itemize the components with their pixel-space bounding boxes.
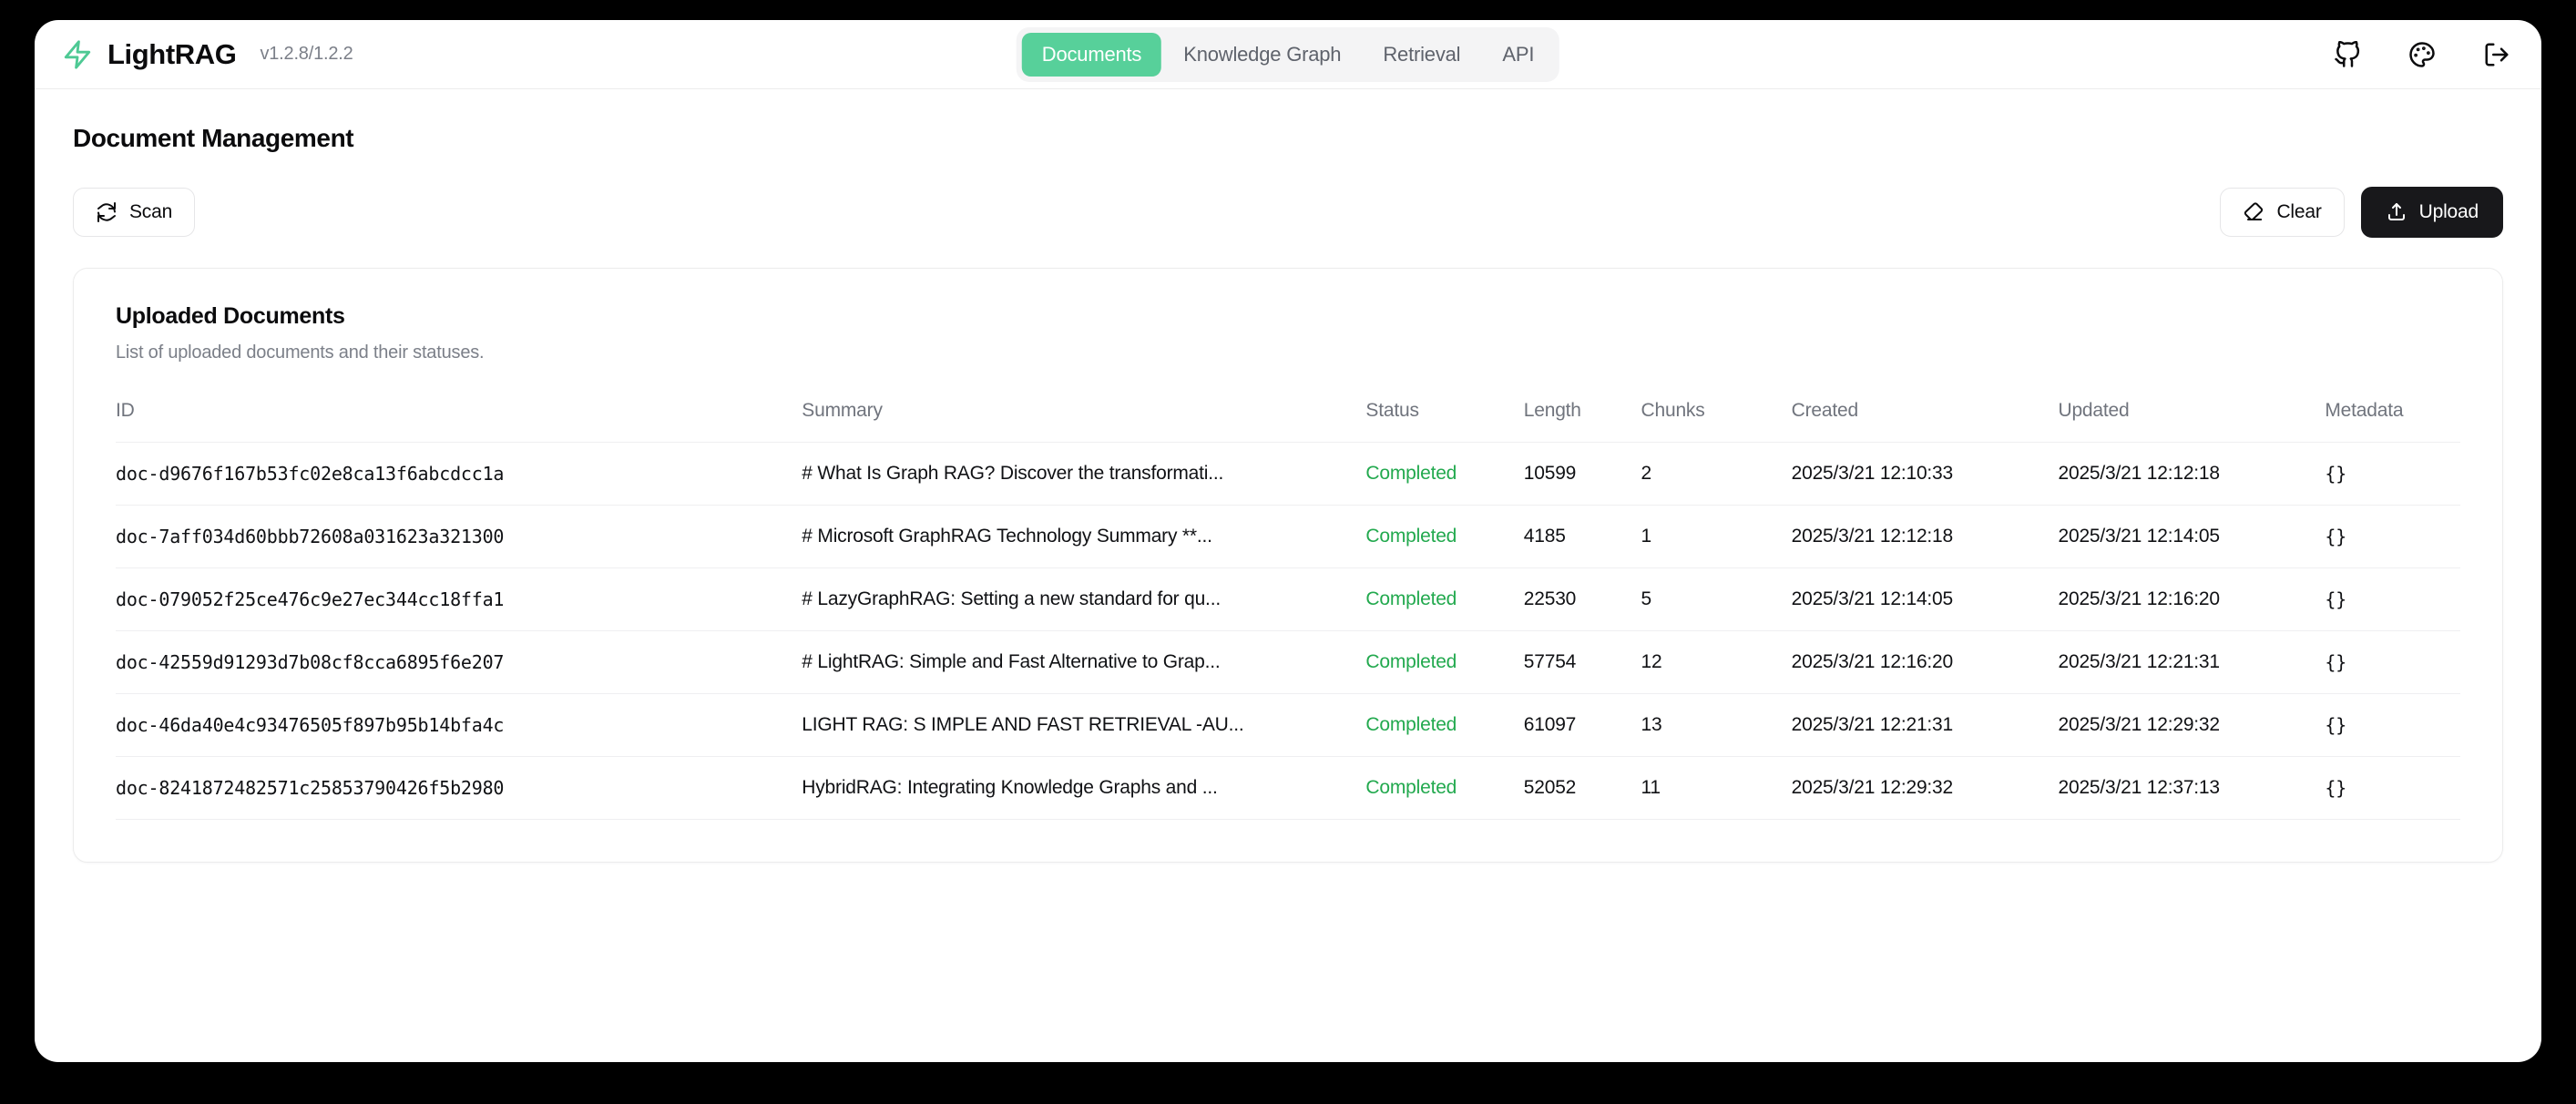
table-row[interactable]: doc-8241872482571c25853790426f5b2980 Hyb… (116, 756, 2460, 820)
table-row[interactable]: doc-46da40e4c93476505f897b95b14bfa4c LIG… (116, 693, 2460, 757)
toolbar: Scan Clear Upload (73, 187, 2503, 238)
zap-icon (64, 39, 91, 69)
page-title: Document Management (73, 124, 354, 152)
cell-id: doc-079052f25ce476c9e27ec344cc18ffa1 (116, 567, 802, 631)
cell-length: 10599 (1523, 442, 1641, 506)
cell-length: 57754 (1523, 630, 1641, 694)
table-header-row: ID Summary Status Length Chunks Created … (116, 400, 2460, 443)
cell-status: Completed (1365, 505, 1524, 568)
eraser-icon (2244, 202, 2264, 220)
cell-id: doc-46da40e4c93476505f897b95b14bfa4c (116, 693, 802, 757)
cell-created: 2025/3/21 12:29:32 (1791, 756, 2059, 820)
cell-chunks: 2 (1641, 442, 1792, 506)
refresh-icon (97, 202, 116, 222)
table-body: doc-d9676f167b53fc02e8ca13f6abcdcc1a # W… (116, 442, 2460, 820)
cell-created: 2025/3/21 12:21:31 (1791, 693, 2059, 757)
cell-summary: # LightRAG: Simple and Fast Alternative … (802, 630, 1366, 694)
cell-summary: HybridRAG: Integrating Knowledge Graphs … (802, 756, 1366, 820)
cell-metadata: {} (2325, 442, 2460, 506)
github-icon[interactable] (2334, 40, 2361, 68)
cell-created: 2025/3/21 12:16:20 (1791, 630, 2059, 694)
header-actions (2334, 40, 2510, 68)
column-header-summary[interactable]: Summary (802, 400, 883, 421)
cell-updated: 2025/3/21 12:12:18 (2058, 442, 2326, 506)
column-header-chunks[interactable]: Chunks (1641, 400, 1705, 421)
tab-documents[interactable]: Documents (1021, 32, 1162, 77)
cell-summary: LIGHT RAG: S IMPLE AND FAST RETRIEVAL -A… (802, 693, 1366, 757)
cell-updated: 2025/3/21 12:37:13 (2058, 756, 2326, 820)
cell-id: doc-42559d91293d7b08cf8cca6895f6e207 (116, 630, 802, 694)
cell-status: Completed (1365, 693, 1524, 757)
cell-created: 2025/3/21 12:12:18 (1791, 505, 2059, 568)
page-content: Document Management Scan Clear (35, 89, 2541, 1062)
app-window: LightRAG v1.2.8/1.2.2 Documents Knowledg… (35, 20, 2541, 1062)
cell-id: doc-8241872482571c25853790426f5b2980 (116, 756, 802, 820)
cell-summary: # Microsoft GraphRAG Technology Summary … (802, 505, 1366, 568)
cell-metadata: {} (2325, 567, 2460, 631)
cell-length: 52052 (1523, 756, 1641, 820)
cell-id: doc-7aff034d60bbb72608a031623a321300 (116, 505, 802, 568)
toolbar-right-actions: Clear Upload (2220, 187, 2503, 238)
cell-metadata: {} (2325, 630, 2460, 694)
cell-status: Completed (1365, 442, 1524, 506)
column-header-created[interactable]: Created (1791, 400, 1859, 421)
upload-button[interactable]: Upload (2360, 187, 2503, 238)
cell-chunks: 11 (1641, 756, 1792, 820)
table-row[interactable]: doc-d9676f167b53fc02e8ca13f6abcdcc1a # W… (116, 442, 2460, 506)
brand-version: v1.2.8/1.2.2 (260, 44, 353, 64)
cell-length: 22530 (1523, 567, 1641, 631)
documents-table: ID Summary Status Length Chunks Created … (116, 400, 2460, 820)
clear-button-label: Clear (2276, 201, 2322, 222)
table-header: ID Summary Status Length Chunks Created … (116, 400, 2460, 443)
cell-updated: 2025/3/21 12:29:32 (2058, 693, 2326, 757)
scan-button-label: Scan (129, 201, 173, 222)
upload-button-label: Upload (2418, 201, 2479, 222)
tab-knowledge-graph[interactable]: Knowledge Graph (1183, 42, 1342, 66)
cell-created: 2025/3/21 12:14:05 (1791, 567, 2059, 631)
upload-icon (2387, 203, 2405, 220)
uploaded-documents-card: Uploaded Documents List of uploaded docu… (73, 268, 2503, 863)
table-row[interactable]: doc-7aff034d60bbb72608a031623a321300 # M… (116, 505, 2460, 568)
table-row[interactable]: doc-079052f25ce476c9e27ec344cc18ffa1 # L… (116, 567, 2460, 631)
cell-status: Completed (1365, 567, 1524, 631)
cell-metadata: {} (2325, 756, 2460, 820)
brand-name: LightRAG (107, 37, 237, 70)
cell-updated: 2025/3/21 12:14:05 (2058, 505, 2326, 568)
logout-icon[interactable] (2483, 41, 2510, 68)
main-tabs: Documents Knowledge Graph Retrieval API (1016, 26, 1560, 82)
cell-updated: 2025/3/21 12:16:20 (2058, 567, 2326, 631)
brand[interactable]: LightRAG v1.2.8/1.2.2 (62, 38, 353, 71)
app-header: LightRAG v1.2.8/1.2.2 Documents Knowledg… (35, 20, 2541, 89)
column-header-length[interactable]: Length (1523, 400, 1581, 421)
card-title: Uploaded Documents (116, 303, 345, 329)
cell-summary: # What Is Graph RAG? Discover the transf… (802, 442, 1366, 506)
cell-created: 2025/3/21 12:10:33 (1791, 442, 2059, 506)
cell-updated: 2025/3/21 12:21:31 (2058, 630, 2326, 694)
cell-status: Completed (1365, 630, 1524, 694)
cell-summary: # LazyGraphRAG: Setting a new standard f… (802, 567, 1366, 631)
cell-chunks: 1 (1641, 505, 1792, 568)
cell-chunks: 13 (1641, 693, 1792, 757)
table-row[interactable]: doc-42559d91293d7b08cf8cca6895f6e207 # L… (116, 630, 2460, 694)
palette-icon[interactable] (2408, 41, 2436, 68)
tab-retrieval[interactable]: Retrieval (1383, 42, 1461, 66)
cell-chunks: 5 (1641, 567, 1792, 631)
column-header-status[interactable]: Status (1365, 400, 1419, 421)
cell-metadata: {} (2325, 505, 2460, 568)
clear-button[interactable]: Clear (2220, 188, 2345, 237)
tab-api[interactable]: API (1502, 42, 1535, 66)
column-header-id[interactable]: ID (116, 400, 135, 421)
scan-button[interactable]: Scan (73, 188, 196, 237)
column-header-metadata[interactable]: Metadata (2325, 400, 2404, 421)
cell-length: 61097 (1523, 693, 1641, 757)
card-description: List of uploaded documents and their sta… (116, 342, 485, 363)
cell-status: Completed (1365, 756, 1524, 820)
cell-id: doc-d9676f167b53fc02e8ca13f6abcdcc1a (116, 442, 802, 506)
column-header-updated[interactable]: Updated (2058, 400, 2130, 421)
cell-metadata: {} (2325, 693, 2460, 757)
cell-length: 4185 (1523, 505, 1641, 568)
cell-chunks: 12 (1641, 630, 1792, 694)
